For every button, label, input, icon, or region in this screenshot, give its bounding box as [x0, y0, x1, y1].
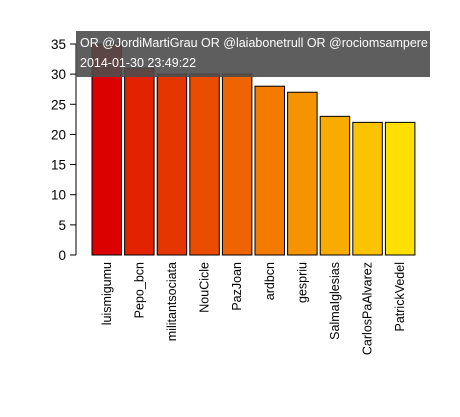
bar-PatrickVedel [384, 121, 416, 256]
bars-group [91, 43, 416, 256]
y-tick-label: 15 [51, 158, 66, 173]
x-tick-label: SalmaIglesias [328, 262, 342, 340]
x-tick-label: Pepo_bcn [132, 262, 146, 318]
y-tick-label: 5 [58, 218, 66, 233]
x-tick-label: militantsociata [165, 262, 179, 341]
y-tick-label: 35 [51, 37, 66, 52]
bar-PazJoan [221, 73, 253, 256]
x-axis-labels: luismigumu Pepo_bcn militantsociata NouCicl… [100, 262, 407, 355]
overlay-timestamp: 2014-01-30 23:49:22 [80, 56, 196, 70]
bar-CarlosPaAlvarez [352, 121, 383, 256]
bar-Pepo_bcn [124, 67, 155, 256]
bar-SalmaIglesias [319, 115, 351, 256]
x-tick-label: PatrickVedel [393, 262, 407, 331]
bar-militantsociata [156, 73, 188, 256]
x-tick-label: NouCicle [198, 262, 212, 313]
bar-gespriu [287, 91, 318, 256]
bar-ardbcn [254, 85, 285, 256]
y-tick-label: 10 [51, 188, 66, 203]
bar-NouCicle [189, 73, 220, 256]
x-tick-label: PazJoan [230, 262, 244, 311]
x-tick-label: luismigumu [100, 262, 114, 325]
bar-luismigumu [91, 43, 122, 256]
y-tick-label: 30 [51, 67, 66, 82]
x-tick-label: gespriu [295, 262, 309, 303]
x-tick-label: CarlosPaAlvarez [361, 262, 375, 355]
query-overlay: OR @JordiMartiGrau OR @laiabonetrull OR … [76, 31, 430, 77]
y-tick-label: 25 [51, 97, 66, 112]
y-tick-label: 20 [51, 127, 66, 142]
y-tick-label: 0 [58, 248, 66, 263]
overlay-background [76, 31, 430, 77]
overlay-query-text: OR @JordiMartiGrau OR @laiabonetrull OR … [80, 36, 428, 50]
y-axis: 0 5 10 15 20 25 30 35 [51, 37, 77, 263]
x-tick-label: ardbcn [263, 262, 277, 300]
